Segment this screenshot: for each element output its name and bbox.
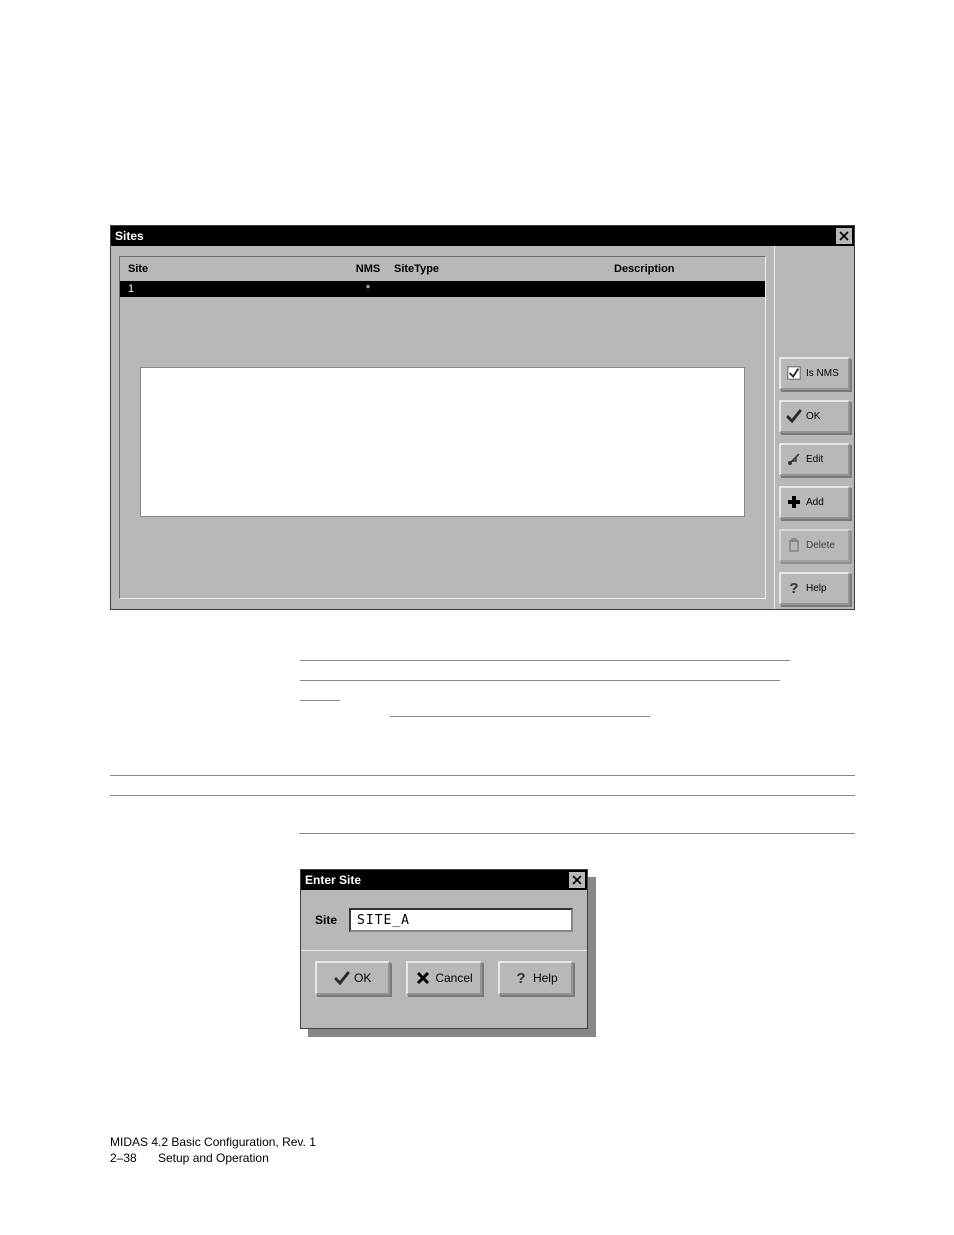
add-button[interactable]: Add [779,486,850,519]
enter-site-titlebar: Enter Site [301,870,587,890]
trash-icon [785,536,803,554]
x-icon [415,970,431,986]
svg-text:?: ? [516,970,525,986]
site-field-label: Site [315,913,337,927]
is-nms-label: Is NMS [806,368,839,379]
sites-sidebar: Is NMS OK Edit [774,246,854,609]
sites-table: Site NMS SiteType Description 1 * [119,256,766,599]
delete-label: Delete [806,540,835,551]
check-icon [334,970,350,986]
footer-page: 2–38 [110,1150,158,1166]
col-type-header: SiteType [388,263,608,275]
sites-body: Site NMS SiteType Description 1 * [111,246,854,609]
site-input[interactable] [349,908,573,932]
add-label: Add [806,497,824,508]
table-row[interactable]: 1 * [120,281,765,297]
question-icon: ? [785,579,803,597]
is-nms-button[interactable]: Is NMS [779,357,850,390]
check-icon [785,407,803,425]
table-blank-region [140,367,745,517]
ok-label: OK [354,971,371,985]
svg-text:?: ? [789,580,798,596]
col-site-header: Site [128,263,348,275]
body-text-region-1 [300,655,790,745]
cancel-button[interactable]: Cancel [406,961,481,995]
edit-button[interactable]: Edit [779,443,850,476]
footer-section: Setup and Operation [158,1150,269,1166]
enter-site-body: Site OK Cancel [301,890,587,1005]
help-label: Help [806,583,827,594]
cell-site: 1 [128,283,348,295]
help-label: Help [533,971,558,985]
help-button[interactable]: ? Help [779,572,850,605]
close-icon[interactable] [568,871,586,889]
delete-button[interactable]: Delete [779,529,850,562]
enter-site-dialog: Enter Site Site OK [300,869,588,1029]
col-nms-header: NMS [348,263,388,275]
footer-line1: MIDAS 4.2 Basic Configuration, Rev. 1 [110,1134,316,1150]
sites-window: Sites Site NMS SiteType Description 1 * [110,225,855,610]
hand-edit-icon [785,450,803,468]
sites-table-header: Site NMS SiteType Description [120,257,765,281]
sites-titlebar: Sites [111,226,854,246]
ok-label: OK [806,411,820,422]
help-button[interactable]: ? Help [498,961,573,995]
page-footer: MIDAS 4.2 Basic Configuration, Rev. 1 2–… [110,1134,316,1166]
close-icon[interactable] [835,227,853,245]
ok-button[interactable]: OK [779,400,850,433]
sites-table-area: Site NMS SiteType Description 1 * [111,246,774,609]
edit-label: Edit [806,454,823,465]
divider [301,950,587,951]
check-icon [785,364,803,382]
cell-nms: * [348,283,388,295]
question-icon: ? [513,970,529,986]
plus-icon [785,493,803,511]
ok-button[interactable]: OK [315,961,390,995]
enter-site-title: Enter Site [305,873,361,887]
body-text-region-2 [110,770,855,848]
sites-title: Sites [115,229,144,243]
cancel-label: Cancel [435,971,472,985]
col-desc-header: Description [608,263,761,275]
